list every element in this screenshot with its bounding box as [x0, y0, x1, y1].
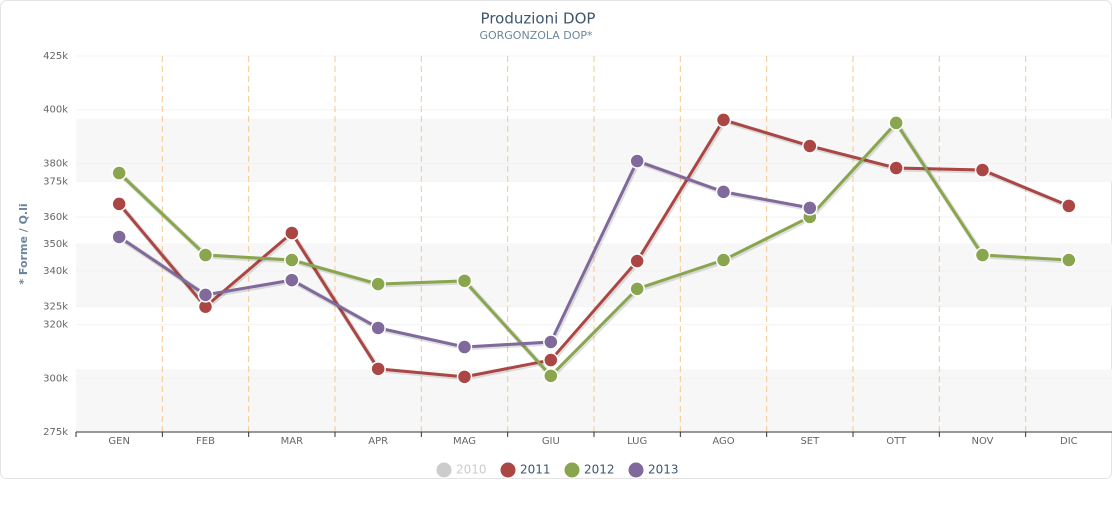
legend-marker	[435, 461, 453, 479]
x-tick-label: MAG	[453, 436, 476, 447]
data-point	[284, 225, 300, 241]
data-point	[370, 276, 386, 292]
chart-subtitle: GORGONZOLA DOP*	[479, 29, 593, 42]
data-point	[284, 272, 300, 288]
y-axis-title: * Forme / Q.li	[17, 203, 30, 284]
x-tick-label: GIU	[542, 436, 560, 447]
data-point	[629, 281, 645, 297]
x-tick-label: SET	[800, 436, 820, 447]
data-point	[284, 252, 300, 268]
data-point	[456, 369, 473, 385]
x-tick-label: MAR	[281, 436, 303, 447]
data-point	[715, 184, 732, 200]
data-point	[197, 247, 214, 263]
x-tick-label: NOV	[971, 436, 993, 447]
data-point	[802, 138, 818, 154]
y-tick-label: 400k	[43, 105, 68, 116]
legend-label: 2010	[456, 463, 487, 477]
data-point	[111, 229, 127, 245]
series-line	[118, 120, 1069, 379]
x-tick-label: GEN	[108, 436, 130, 447]
data-point	[1061, 198, 1077, 214]
legend-label: 2011	[520, 463, 551, 477]
series-line	[118, 118, 1070, 379]
y-tick-label: 380k	[43, 158, 68, 169]
data-point	[543, 352, 559, 368]
data-point	[715, 252, 732, 268]
data-point	[370, 320, 386, 336]
data-point	[629, 153, 645, 169]
legend-marker	[499, 461, 517, 479]
chart-title: Produzioni DOP	[481, 10, 596, 28]
x-tick-label: DIC	[1060, 436, 1078, 447]
data-point	[543, 368, 559, 384]
y-tick-label: 350k	[43, 239, 68, 250]
y-tick-label: 275k	[43, 427, 68, 438]
y-tick-label: 340k	[43, 266, 68, 277]
data-point	[370, 361, 386, 377]
x-tick-label: FEB	[196, 436, 215, 447]
data-point	[543, 334, 559, 350]
data-point	[888, 160, 904, 176]
data-point	[715, 112, 732, 128]
legend-label: 2012	[584, 463, 615, 477]
y-tick-label: 300k	[43, 373, 68, 384]
x-tick-label: LUG	[627, 436, 647, 447]
data-point	[629, 253, 645, 269]
x-tick-label: APR	[368, 436, 388, 447]
data-point	[974, 162, 991, 178]
data-point	[456, 339, 473, 355]
y-tick-label: 325k	[43, 302, 68, 313]
data-point	[974, 247, 991, 263]
data-point	[802, 200, 818, 216]
data-point	[456, 273, 473, 289]
legend-marker	[563, 461, 581, 479]
data-point	[197, 287, 214, 303]
data-point	[111, 196, 127, 212]
x-tick-label: OTT	[886, 436, 907, 447]
legend-label: 2013	[648, 463, 679, 477]
data-point	[888, 115, 904, 131]
legend-marker	[627, 461, 645, 479]
y-tick-label: 360k	[43, 212, 68, 223]
x-tick-label: AGO	[712, 436, 734, 447]
y-tick-label: 320k	[43, 320, 68, 331]
data-point	[1061, 252, 1077, 268]
y-tick-label: 375k	[43, 176, 68, 187]
y-tick-label: 425k	[43, 51, 68, 62]
data-point	[111, 165, 127, 181]
